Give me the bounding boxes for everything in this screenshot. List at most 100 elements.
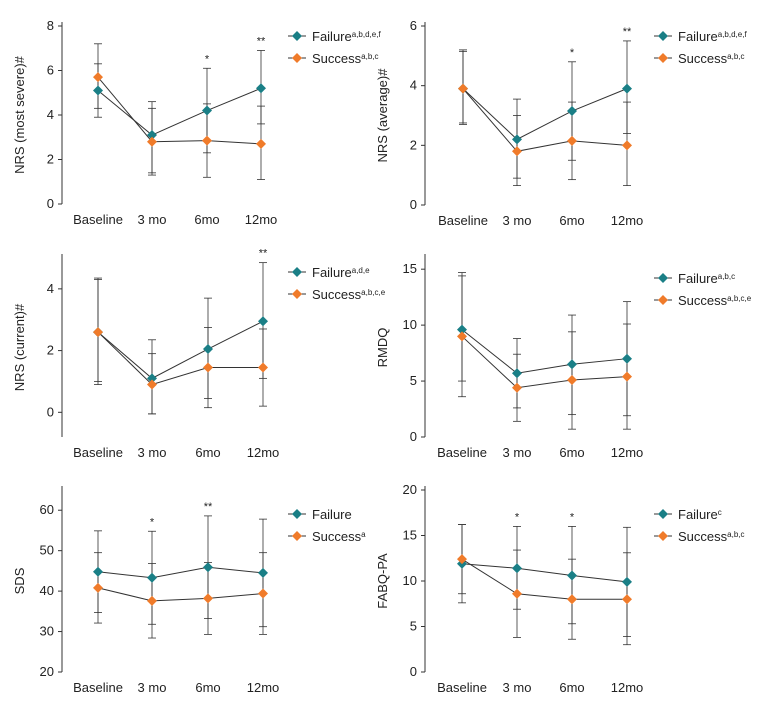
data-point-failure	[512, 563, 522, 574]
legend-superscript: a,b,c	[727, 530, 744, 539]
data-point-failure	[512, 134, 522, 145]
x-tick-label: 12mo	[245, 212, 278, 227]
data-point-success	[512, 146, 522, 157]
series-line-failure	[97, 566, 264, 579]
data-point-failure	[567, 570, 577, 581]
y-tick-label: 15	[403, 261, 417, 276]
x-tick-label: 6mo	[195, 445, 220, 460]
data-point-success	[567, 374, 577, 385]
legend-marker-success	[658, 531, 668, 541]
y-tick-label: 2	[410, 137, 417, 152]
legend-superscript: a,b,c	[727, 52, 744, 61]
data-point-failure	[93, 85, 103, 96]
legend-marker-failure	[658, 273, 668, 283]
legend-label-failure: Failurea,b,d,e,f	[312, 29, 381, 44]
legend-label-success: Successa,b,c	[312, 51, 378, 66]
significance-marker: **	[623, 26, 632, 38]
legend-marker-success	[292, 531, 302, 541]
y-tick-label: 0	[410, 197, 417, 212]
data-point-failure	[203, 344, 213, 355]
y-tick-label: 15	[403, 528, 417, 543]
data-point-success	[258, 588, 268, 599]
data-point-failure	[258, 567, 268, 578]
x-tick-label: 12mo	[247, 445, 280, 460]
legend-superscript: a	[361, 530, 366, 539]
y-axis-label: NRS (current)#	[12, 303, 27, 391]
y-tick-label: 6	[47, 63, 54, 78]
y-tick-label: 4	[47, 107, 54, 122]
x-tick-label: 3 mo	[503, 445, 532, 460]
legend-superscript: c	[718, 508, 722, 517]
y-tick-label: 8	[47, 18, 54, 33]
legend-superscript: a,b,c,e	[727, 294, 752, 303]
legend-superscript: a,b,c	[718, 272, 735, 281]
legend-label-failure: Failurea,d,e	[312, 265, 370, 280]
significance-marker: **	[204, 501, 213, 513]
y-tick-label: 5	[410, 373, 417, 388]
x-tick-label: 3 mo	[138, 680, 167, 695]
x-tick-label: Baseline	[73, 680, 123, 695]
y-axis-label: RMDQ	[375, 328, 390, 368]
data-point-success	[622, 371, 632, 382]
chart-panel-1: 0 2 4 6 8 NRS (most severe)# Baseline 3 mo 6mo 12…	[12, 18, 381, 227]
data-point-success	[512, 382, 522, 393]
significance-marker: *	[515, 511, 520, 523]
legend-label-failure: Failurea,b,c	[678, 271, 735, 286]
series-line-success	[97, 587, 264, 602]
series-line-failure	[461, 329, 628, 374]
legend-label-success: Successa,b,c,e	[678, 293, 752, 308]
x-tick-label: 12mo	[611, 445, 644, 460]
chart-panel-6: 0 5 10 15 20 FABQ-PA Baseline 3 mo 6mo 12mo * * Fail…	[375, 482, 744, 695]
data-point-success	[258, 362, 268, 373]
data-point-failure	[512, 368, 522, 379]
legend-marker-success	[292, 53, 302, 63]
data-point-success	[203, 362, 213, 373]
series-line-failure	[462, 88, 628, 140]
legend-marker-failure	[292, 509, 302, 519]
x-tick-label: Baseline	[437, 445, 487, 460]
legend-label-success: Successa,b,c,e	[312, 287, 386, 302]
y-axis-label: NRS (average)#	[375, 68, 390, 163]
data-point-failure	[567, 359, 577, 370]
x-tick-label: Baseline	[437, 680, 487, 695]
data-point-success	[256, 138, 266, 149]
y-tick-label: 2	[47, 343, 54, 358]
data-point-failure	[258, 316, 268, 327]
y-tick-label: 0	[410, 429, 417, 444]
x-tick-label: 6mo	[194, 212, 219, 227]
legend-superscript: a,b,d,e,f	[352, 30, 382, 39]
legend-marker-failure	[658, 509, 668, 519]
legend-label-failure: Failurec	[678, 507, 722, 522]
data-point-success	[567, 135, 577, 146]
x-tick-label: 6mo	[559, 680, 584, 695]
data-point-success	[93, 72, 103, 83]
data-point-failure	[147, 373, 157, 384]
y-tick-label: 0	[410, 664, 417, 679]
series-line-failure	[97, 87, 262, 136]
data-point-success	[622, 140, 632, 151]
x-tick-label: 3 mo	[503, 213, 532, 228]
data-point-success	[457, 331, 467, 342]
y-tick-label: 60	[40, 502, 54, 517]
y-tick-label: 0	[47, 404, 54, 419]
y-tick-label: 5	[410, 619, 417, 634]
y-tick-label: 40	[40, 583, 54, 598]
series-line-failure	[97, 320, 264, 379]
data-point-failure	[147, 130, 157, 141]
series-line-success	[461, 335, 628, 389]
x-tick-label: 6mo	[559, 213, 584, 228]
data-point-failure	[256, 83, 266, 94]
y-tick-label: 6	[410, 18, 417, 33]
data-point-failure	[622, 353, 632, 364]
data-point-success	[147, 379, 157, 390]
data-point-success	[93, 327, 103, 338]
y-axis-label: FABQ-PA	[375, 553, 390, 609]
data-point-failure	[93, 566, 103, 577]
y-tick-label: 10	[403, 317, 417, 332]
legend-superscript: a,b,d,e,f	[718, 30, 748, 39]
y-tick-label: 20	[403, 482, 417, 497]
y-axis-label: NRS (most severe)#	[12, 55, 27, 174]
legend-label-success: Successa	[312, 529, 366, 544]
